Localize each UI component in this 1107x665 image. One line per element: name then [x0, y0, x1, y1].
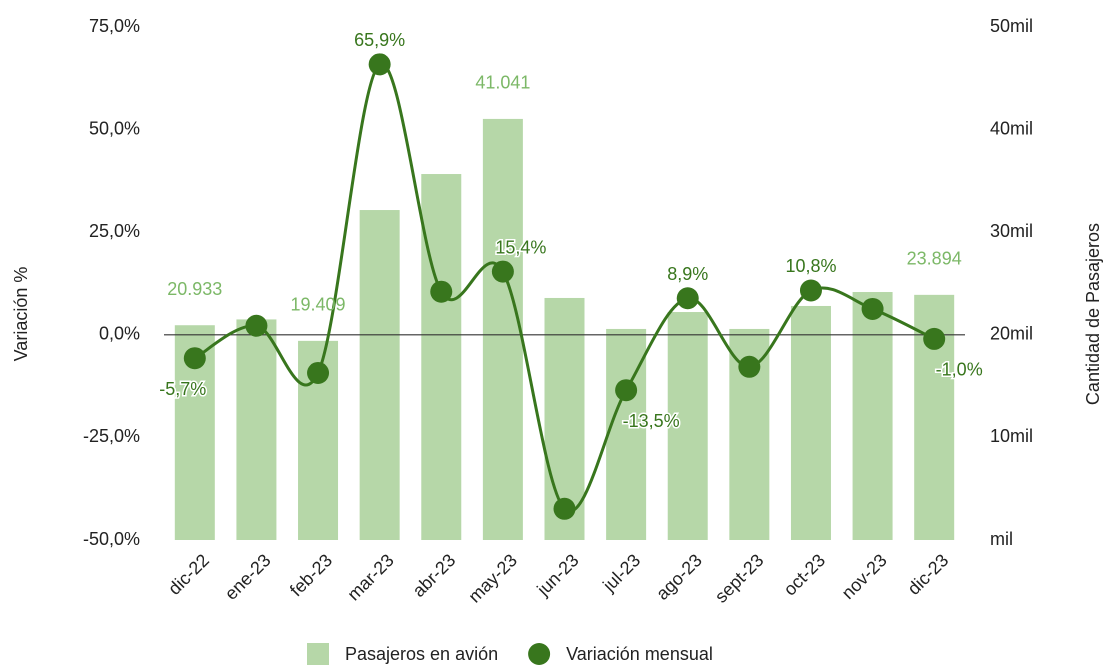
point — [923, 327, 946, 350]
x-tick-label: dic-22 — [164, 550, 213, 599]
bar — [421, 174, 462, 540]
x-tick-label: jun-23 — [532, 550, 582, 600]
point — [430, 280, 453, 303]
bar — [482, 118, 523, 540]
data-label: 8,9% — [667, 264, 708, 284]
x-tick-label: feb-23 — [286, 550, 336, 600]
line — [194, 62, 935, 513]
x-tick-label: may-23 — [464, 550, 521, 607]
x-tick-label: nov-23 — [838, 550, 891, 603]
bar — [852, 292, 893, 540]
y-tick-label: 75,0% — [89, 16, 140, 36]
bar — [667, 312, 708, 540]
point — [738, 355, 761, 378]
x-tick-label: dic-23 — [904, 550, 953, 599]
data-label: 41.041 — [475, 73, 530, 93]
point — [553, 497, 576, 520]
data-label: 19.409 — [291, 295, 346, 315]
x-tick-label: sept-23 — [711, 550, 768, 607]
bar — [359, 210, 400, 541]
y-tick-label: -50,0% — [83, 529, 140, 549]
point — [676, 287, 699, 310]
point — [799, 279, 822, 302]
y2-tick-label: 20mil — [990, 324, 1033, 344]
bar — [236, 319, 277, 540]
point — [368, 53, 391, 76]
y2-tick-label: 50mil — [990, 16, 1033, 36]
bar — [606, 328, 647, 540]
data-label: 65,9% — [354, 30, 405, 50]
y-axis-title: Variación % — [11, 267, 31, 362]
y-tick-label: 25,0% — [89, 221, 140, 241]
legend-label: Pasajeros en avión — [345, 644, 498, 664]
data-label: 10,8% — [785, 256, 836, 276]
data-label: -1,0% — [936, 360, 983, 380]
data-label: -13,5% — [623, 411, 680, 431]
legend-label: Variación mensual — [566, 644, 713, 664]
data-label: 20.933 — [167, 279, 222, 299]
y-tick-label: -25,0% — [83, 426, 140, 446]
data-label: -5,7% — [159, 379, 206, 399]
x-tick-label: mar-23 — [343, 550, 397, 604]
x-tick-label: oct-23 — [780, 550, 830, 600]
x-tick-label: ene-23 — [221, 550, 275, 604]
data-label: 15,4% — [495, 237, 546, 257]
y2-axis-title: Cantidad de Pasajeros — [1083, 223, 1103, 405]
data-label: 23.894 — [907, 249, 962, 269]
y2-tick-label: mil — [990, 529, 1013, 549]
legend-swatch — [528, 643, 551, 665]
y2-tick-label: 10mil — [990, 426, 1033, 446]
point — [245, 314, 268, 337]
point — [307, 361, 330, 384]
point — [183, 347, 206, 370]
x-tick-label: jul-23 — [598, 550, 644, 596]
y2-tick-label: 30mil — [990, 221, 1033, 241]
y2-tick-label: 40mil — [990, 118, 1033, 138]
y-tick-label: 0,0% — [99, 324, 140, 344]
legend-swatch — [307, 643, 329, 665]
bar — [790, 305, 831, 540]
point — [861, 297, 884, 320]
x-tick-label: ago-23 — [652, 550, 706, 604]
y-tick-label: 50,0% — [89, 118, 140, 138]
x-tick-label: abr-23 — [409, 550, 460, 601]
point — [615, 379, 638, 402]
point — [491, 260, 514, 283]
